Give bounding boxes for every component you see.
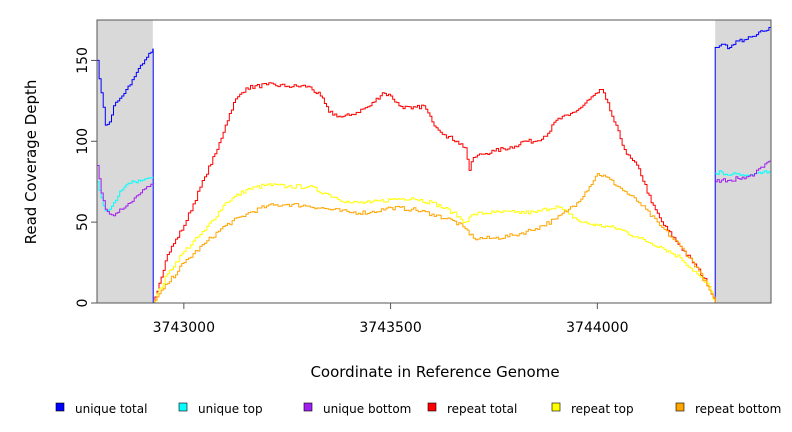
shaded-region-1 xyxy=(97,20,153,303)
shaded-region-2 xyxy=(715,20,771,303)
x-tick-label: 3743000 xyxy=(153,320,215,336)
legend-swatch xyxy=(675,402,685,412)
legend: unique total unique top unique bottom repea… xyxy=(55,402,781,416)
legend-item-unique-bottom: unique bottom xyxy=(303,402,411,416)
legend-label: repeat bottom xyxy=(695,402,781,416)
legend-label: unique total xyxy=(75,402,147,416)
series-line-unique-total xyxy=(96,27,772,304)
legend-label: repeat top xyxy=(571,402,634,416)
legend-swatch xyxy=(427,402,437,412)
y-tick-label: 50 xyxy=(75,213,91,231)
legend-swatch xyxy=(303,402,313,412)
y-tick-label: 150 xyxy=(75,47,91,74)
x-axis-label: Coordinate in Reference Genome xyxy=(310,363,559,381)
legend-item-repeat-top: repeat top xyxy=(551,402,634,416)
legend-swatch xyxy=(178,402,188,412)
legend-swatch xyxy=(551,402,561,412)
legend-item-repeat-bottom: repeat bottom xyxy=(675,402,781,416)
legend-swatch xyxy=(55,402,65,412)
series-line-unique-top xyxy=(96,170,772,212)
x-tick-label: 3744000 xyxy=(566,320,628,336)
plot-frame xyxy=(96,19,772,304)
series-lines xyxy=(96,27,772,304)
series-line-repeat-top xyxy=(152,183,716,304)
x-tick-label: 3743500 xyxy=(359,320,421,336)
y-axis-label: Read Coverage Depth xyxy=(22,80,40,245)
shaded-regions xyxy=(97,20,771,303)
y-tick-label: 0 xyxy=(75,299,91,308)
series-line-repeat-bottom xyxy=(152,173,716,304)
series-line-unique-bottom xyxy=(96,160,772,217)
legend-label: unique bottom xyxy=(323,402,411,416)
legend-label: repeat total xyxy=(447,402,517,416)
series-line-repeat-total xyxy=(152,82,716,304)
legend-label: unique top xyxy=(198,402,263,416)
legend-item-unique-total: unique total xyxy=(55,402,147,416)
legend-item-unique-top: unique top xyxy=(178,402,263,416)
legend-item-repeat-total: repeat total xyxy=(427,402,517,416)
axes: 3743000 3743500 3744000 0 50 100 150 xyxy=(75,20,771,336)
y-tick-label: 100 xyxy=(75,128,91,155)
